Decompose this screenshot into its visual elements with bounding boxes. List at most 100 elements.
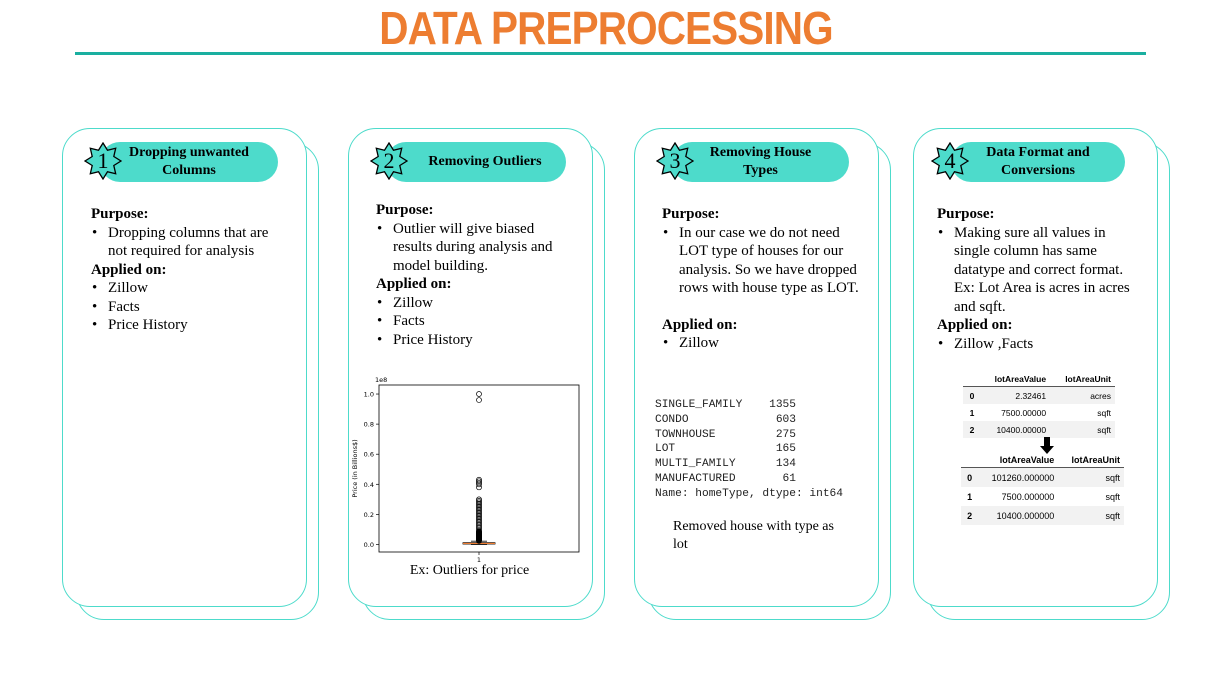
applied-label: Applied on:	[937, 317, 1013, 333]
card-4-number: 4	[944, 148, 956, 173]
applied-label: Applied on:	[376, 276, 452, 292]
card-1-heading-line-1: Dropping unwanted	[129, 145, 249, 160]
card-2-heading: Removing Outliers	[386, 142, 566, 182]
applied-item: Price History	[91, 316, 291, 335]
output-line: MANUFACTURED 61	[655, 472, 796, 485]
card-3	[634, 128, 879, 607]
table-cell: sqft	[1058, 467, 1124, 487]
lot-area-table-after: lotAreaValue lotAreaUnit 0 101260.000000 sq…	[961, 453, 1124, 525]
table-cell: 1	[969, 407, 975, 418]
card-3-number: 3	[669, 148, 681, 173]
outlier-point	[476, 513, 482, 519]
outlier-point	[476, 391, 482, 397]
purpose-label: Purpose:	[662, 206, 720, 222]
output-line: CONDO 603	[655, 413, 796, 426]
table-cell: 10400.00000	[978, 421, 1051, 438]
hometype-value-counts: SINGLE_FAMILY 1355 CONDO 603 TOWNHOUSE 275…	[655, 398, 843, 502]
card-2-number-badge: 2	[370, 142, 408, 180]
outlier-point	[476, 508, 482, 515]
table-cell: 0	[961, 467, 977, 487]
card-1-number: 1	[97, 148, 109, 173]
card-3-number-badge: 3	[656, 142, 694, 180]
table-row: 0 101260.000000 sqft	[961, 467, 1124, 487]
purpose-label: Purpose:	[91, 206, 149, 222]
table-header	[963, 372, 979, 387]
applied-item: Facts	[376, 312, 576, 331]
y-tick-label: 1.0	[364, 391, 374, 399]
table-row: 2 10400.00000 sqft	[963, 421, 1115, 438]
outlier-point	[476, 517, 482, 524]
card-4	[913, 128, 1158, 607]
card-2-heading-line-1: Removing Outliers	[428, 154, 542, 169]
outlier-point	[476, 514, 482, 521]
card-3-caption: Removed house with type as lot	[673, 519, 834, 552]
y-axis-label: Price (in Billions$)	[351, 439, 359, 497]
outlier-point	[476, 505, 482, 512]
outlier-point	[476, 510, 482, 516]
purpose-item: In our case we do not need LOT type of h…	[662, 224, 862, 298]
card-3-body: Purpose: In our case we do not need LOT …	[662, 205, 862, 353]
star-badge-icon	[656, 142, 694, 180]
outlier-point	[476, 478, 482, 485]
outlier-point	[476, 397, 482, 403]
table-row: 1 7500.000000 sqft	[961, 487, 1124, 506]
outlier-point	[476, 481, 482, 488]
purpose-item: Outlier will give biased results during …	[376, 220, 576, 276]
table-header: lotAreaUnit	[1050, 372, 1115, 387]
card-4-number-badge: 4	[931, 142, 969, 180]
table-row: 2 10400.000000 sqft	[961, 506, 1124, 525]
applied-item: Zillow	[662, 334, 862, 353]
output-line: MULTI_FAMILY 134	[655, 458, 796, 471]
table-cell: sqft	[1050, 421, 1115, 438]
card-1-body: Purpose: Dropping columns that are not r…	[91, 205, 291, 335]
card-1	[62, 128, 307, 607]
y-tick-label: 0.0	[364, 541, 374, 549]
purpose-item: Dropping columns that are not required f…	[91, 224, 291, 261]
outlier-point	[476, 507, 482, 513]
card-1-number-badge: 1	[84, 142, 122, 180]
applied-item: Facts	[91, 298, 291, 317]
purpose-label: Purpose:	[376, 202, 434, 218]
y-tick-label: 0.2	[364, 511, 374, 519]
outlier-point	[476, 519, 482, 525]
card-4-heading-line-1: Data Format and	[986, 145, 1090, 160]
applied-label: Applied on:	[662, 316, 738, 333]
table-cell: acres	[1050, 386, 1115, 404]
table-cell: 0	[963, 386, 979, 404]
table-cell: sqft	[1058, 506, 1124, 525]
output-line: Name: homeType, dtype: int64	[655, 487, 843, 500]
star-badge-icon	[931, 142, 969, 180]
purpose-label: Purpose:	[937, 206, 995, 222]
table-cell: sqft	[1097, 407, 1111, 418]
applied-label: Applied on:	[91, 261, 167, 278]
table-cell: 2	[961, 506, 977, 525]
table-cell: 7500.00000	[1001, 407, 1047, 418]
lot-area-table-before: lotAreaValue lotAreaUnit 0 2.32461 acres 1 7…	[963, 372, 1115, 438]
page-title: DATA PREPROCESSING	[379, 2, 833, 54]
table-cell: 101260.000000	[976, 467, 1059, 487]
card-3-heading: Removing House Types	[672, 142, 849, 182]
outlier-point	[476, 504, 482, 510]
table-header: lotAreaValue	[978, 372, 1051, 387]
table-cell: sqft	[1105, 491, 1120, 502]
outlier-point	[476, 476, 482, 483]
card-4-body: Purpose: Making sure all values in singl…	[937, 205, 1137, 353]
outlier-point	[476, 484, 482, 491]
table-cell: 7500.000000	[1001, 491, 1055, 502]
table-cell: 10400.000000	[976, 506, 1059, 525]
axis-scale-label: 1e8	[375, 376, 387, 384]
table-row: 0 2.32461 acres	[963, 386, 1115, 404]
output-line: LOT 165	[655, 443, 796, 456]
card-2-body: Purpose: Outlier will give biased result…	[376, 201, 576, 349]
output-line: SINGLE_FAMILY 1355	[655, 399, 796, 411]
table-cell: 1	[967, 491, 973, 502]
outlier-point	[476, 501, 482, 507]
star-badge-icon	[370, 142, 408, 180]
table-header	[961, 453, 977, 468]
applied-item: Zillow	[376, 294, 576, 313]
table-header: lotAreaValue	[976, 453, 1059, 468]
card-2-number: 2	[383, 148, 395, 173]
title-underline	[75, 52, 1146, 55]
card-1-heading: Dropping unwanted Columns	[100, 142, 278, 182]
